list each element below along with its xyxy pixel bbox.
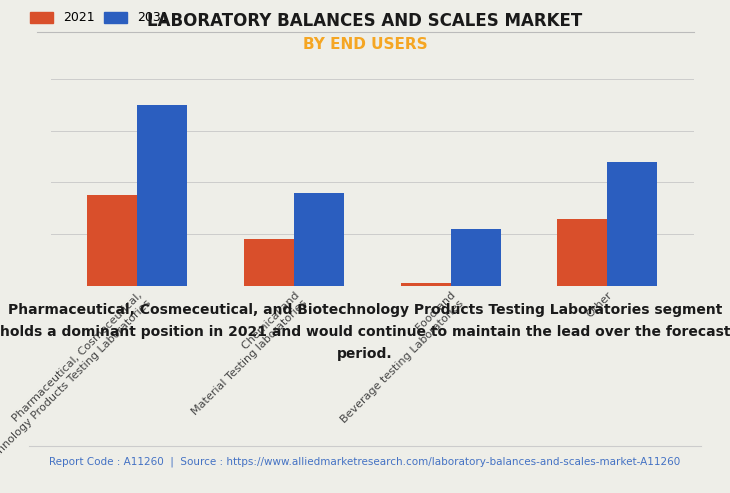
- Bar: [294, 193, 344, 286]
- Text: Pharmaceutical, Cosmeceutical, and Biotechnology Products Testing Laboratories s: Pharmaceutical, Cosmeceutical, and Biote…: [0, 303, 730, 360]
- Bar: [244, 239, 294, 286]
- Legend: 2021, 2031: 2021, 2031: [26, 6, 174, 30]
- Bar: [450, 229, 501, 286]
- Bar: [557, 218, 607, 286]
- Bar: [401, 283, 450, 286]
- Bar: [607, 162, 658, 286]
- Bar: [137, 105, 188, 286]
- Bar: [87, 195, 137, 286]
- Text: BY END USERS: BY END USERS: [303, 37, 427, 52]
- Text: LABORATORY BALANCES AND SCALES MARKET: LABORATORY BALANCES AND SCALES MARKET: [147, 12, 583, 31]
- Text: Report Code : A11260  |  Source : https://www.alliedmarketresearch.com/laborator: Report Code : A11260 | Source : https://…: [50, 456, 680, 466]
